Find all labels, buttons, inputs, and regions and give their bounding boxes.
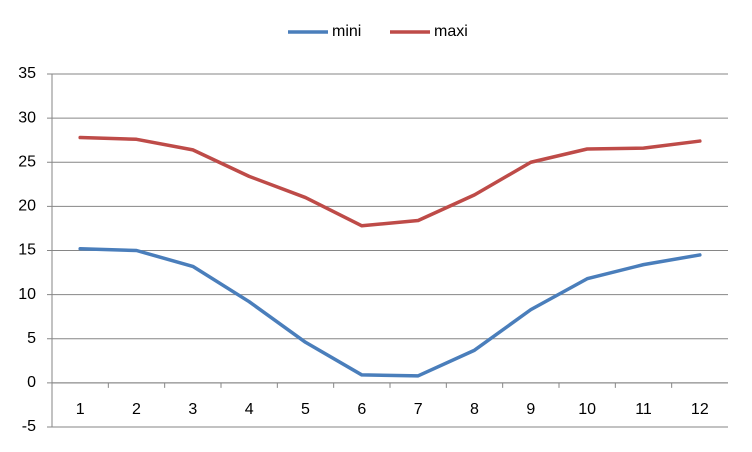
y-tick-label: 30 — [18, 109, 36, 126]
x-tick-label: 5 — [301, 401, 310, 418]
y-tick-label: -5 — [22, 418, 36, 435]
x-tick-label: 10 — [578, 401, 596, 418]
x-tick-label: 8 — [470, 401, 479, 418]
y-tick-label: 0 — [27, 374, 36, 391]
y-tick-label: 20 — [18, 198, 36, 215]
legend-label: mini — [332, 23, 361, 40]
series-line — [78, 246, 702, 378]
y-tick-label: 35 — [18, 65, 36, 82]
y-tick-label: 25 — [18, 153, 36, 170]
y-tick-label: 5 — [27, 330, 36, 347]
x-tick-label: 6 — [357, 401, 366, 418]
x-tick-label: 4 — [245, 401, 254, 418]
series-line — [78, 135, 702, 228]
x-tick-label: 3 — [188, 401, 197, 418]
y-tick-label: 15 — [18, 242, 36, 259]
x-tick-label: 7 — [414, 401, 423, 418]
y-tick-label: 10 — [18, 286, 36, 303]
x-tick-label: 12 — [691, 401, 709, 418]
x-tick-label: 1 — [76, 401, 85, 418]
legend-label: maxi — [434, 23, 468, 40]
x-tick-label: 2 — [132, 401, 141, 418]
x-tick-label: 11 — [635, 401, 652, 418]
x-tick-label: 9 — [526, 401, 535, 418]
